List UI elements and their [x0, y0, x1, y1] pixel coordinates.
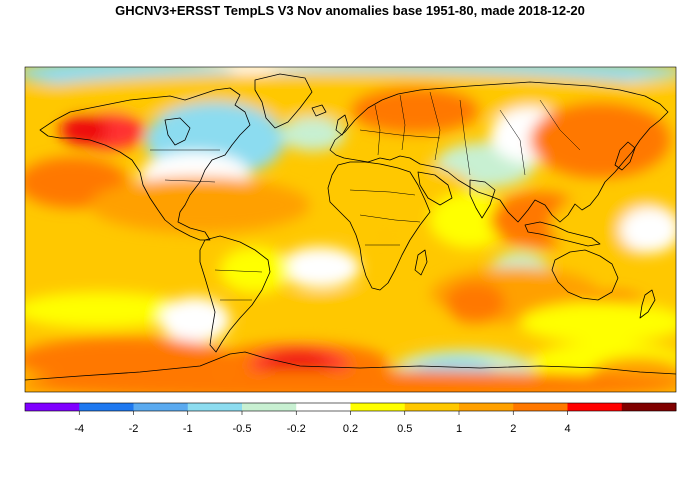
madagascar-coast — [414, 249, 428, 276]
greenland-coast — [254, 73, 313, 129]
legend-tick-label: 1 — [456, 423, 462, 435]
legend-tick-label: 0.2 — [343, 423, 358, 435]
anomaly-patch-yellow — [25, 292, 185, 328]
legend-swatch — [621, 403, 677, 411]
color-legend: -4 -2 -1 -0.5 -0.2 0.2 0.5 1 2 4 — [24, 402, 677, 435]
coastlines — [24, 73, 677, 381]
anomaly-patch-dark-orange — [350, 87, 480, 133]
legend-tick-label: 2 — [510, 423, 516, 435]
south-america-coast — [199, 235, 271, 353]
legend-tick-label: -0.2 — [287, 423, 306, 435]
anomaly-patch-orange — [90, 177, 310, 233]
north-america-coast — [39, 87, 251, 241]
legend-tick-label: -4 — [74, 423, 84, 435]
anomaly-patch-deep-red — [60, 114, 108, 146]
anomaly-patch-dark-orange — [445, 282, 505, 323]
indonesia-coast — [524, 221, 601, 247]
map-frame — [24, 66, 677, 393]
legend-tick-label: 4 — [564, 423, 570, 435]
africa-coast — [327, 161, 431, 291]
japan-coast — [614, 141, 636, 171]
legend-swatch — [404, 403, 460, 411]
india-coast — [469, 179, 496, 219]
legend-swatch — [25, 403, 80, 411]
hudson-bay — [164, 117, 191, 146]
arabia-coast — [417, 171, 453, 206]
anomaly-patch-dark-orange — [25, 337, 235, 383]
legend-swatch — [567, 403, 623, 411]
anomaly-patch-yellow — [220, 247, 290, 293]
anomaly-patch-dark-orange — [530, 102, 670, 178]
iceland-coast — [311, 104, 327, 117]
country-borders — [150, 91, 581, 301]
eurasia-coast — [329, 81, 669, 223]
legend-swatch — [350, 403, 406, 411]
anomaly-patch-white — [620, 207, 676, 253]
anomaly-patch-amber — [250, 292, 450, 338]
anomaly-patch-white — [160, 297, 230, 343]
new-zealand-coast — [639, 289, 656, 319]
anomaly-patch-white — [280, 247, 360, 288]
anomaly-patch-pale-green — [280, 117, 345, 151]
anomaly-patch-yellow — [430, 192, 510, 248]
legend-tick-label: -1 — [183, 423, 193, 435]
legend-swatch — [187, 403, 243, 411]
legend-tick-label: -2 — [129, 423, 139, 435]
anomaly-patch-dark-orange — [25, 370, 676, 392]
legend-swatch — [79, 403, 134, 411]
antarctica-coast — [24, 351, 677, 381]
legend-swatch — [242, 403, 297, 411]
uk-coast — [335, 114, 349, 136]
legend-swatch — [513, 403, 568, 411]
map-title: GHCNV3+ERSST TempLS V3 Nov anomalies bas… — [115, 3, 585, 18]
anomaly-field — [25, 67, 676, 392]
legend-tick-label: -0.5 — [233, 423, 252, 435]
legend-swatch — [296, 403, 351, 411]
legend-tick-label: 0.5 — [397, 423, 412, 435]
legend-swatch — [459, 403, 514, 411]
legend-swatch — [133, 403, 189, 411]
anomaly-patch-yellow — [520, 302, 676, 343]
australia-coast — [551, 249, 619, 301]
